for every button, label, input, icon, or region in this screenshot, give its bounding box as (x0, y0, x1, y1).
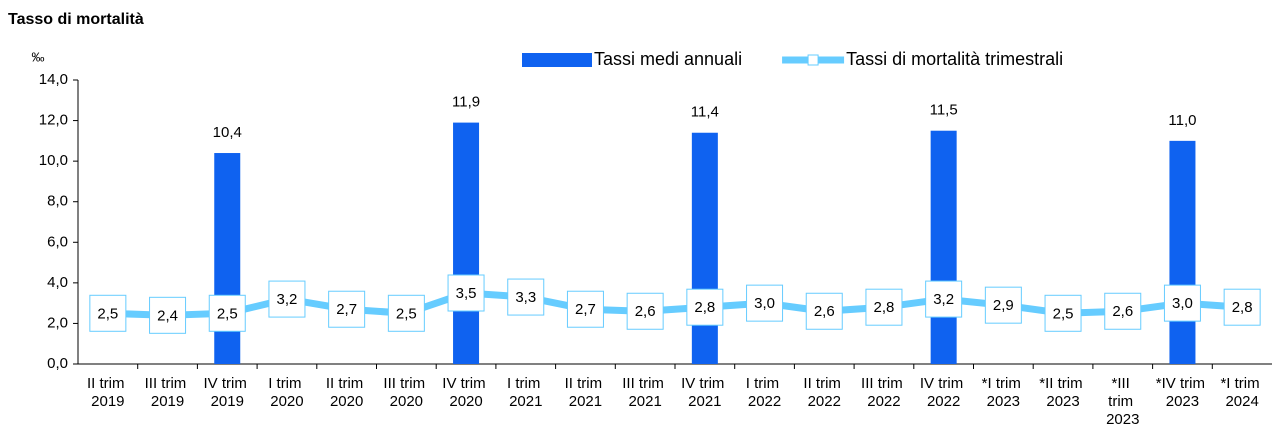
line-value-label: 2,5 (1053, 305, 1074, 322)
value-label-box (328, 290, 366, 328)
value-label-box (208, 294, 246, 332)
line-value-label: 2,8 (874, 299, 895, 316)
x-tick-label: *III trim 2023 (1106, 375, 1139, 428)
bar (453, 122, 480, 364)
y-tick-label: 4,0 (47, 274, 68, 291)
line-value-label: 2,7 (336, 301, 357, 318)
line-value-label: 2,5 (396, 305, 417, 322)
y-tick-label: 14,0 (39, 71, 68, 88)
value-label-box (805, 292, 843, 330)
bar-value-label: 10,4 (213, 124, 242, 141)
y-tick-label: 6,0 (47, 233, 68, 250)
bar-value-label: 11,4 (691, 104, 719, 121)
line-value-label: 3,0 (754, 295, 775, 312)
line-value-label: 3,2 (277, 291, 298, 308)
x-tick-label: III trim 2019 (145, 375, 191, 410)
bar (214, 153, 241, 364)
x-tick-label: *I trim 2023 (982, 375, 1025, 410)
line-value-label: 2,5 (217, 305, 238, 322)
legend-marker (807, 54, 819, 66)
bar-value-label: 11,9 (452, 94, 480, 111)
x-tick-label: III trim 2021 (622, 375, 668, 410)
x-tick-label: II trim 2022 (803, 375, 845, 410)
y-tick-label: 2,0 (47, 314, 68, 331)
line-value-label: 2,6 (1112, 303, 1133, 320)
line-value-label: 2,6 (635, 303, 656, 320)
value-label-box (626, 292, 664, 330)
y-tick-label: 8,0 (47, 193, 68, 210)
x-tick-label: III trim 2020 (383, 375, 429, 410)
value-label-box (1223, 288, 1261, 326)
bar (930, 130, 957, 364)
line-value-label: 2,7 (575, 301, 596, 318)
y-tick-label: 10,0 (39, 152, 68, 169)
legend-label: Tassi di mortalità trimestrali (846, 49, 1063, 69)
bar-value-label: 11,0 (1168, 112, 1196, 129)
value-label-box (984, 286, 1022, 324)
line-value-label: 2,4 (157, 307, 178, 324)
value-label-box (566, 290, 604, 328)
bar (1169, 140, 1196, 364)
chart-title: Tasso di mortalità (8, 11, 144, 28)
x-tick-label: *IV trim 2023 (1156, 375, 1209, 410)
value-label-box (268, 280, 306, 318)
bar-value-label: 11,5 (930, 102, 958, 119)
x-tick-label: *II trim 2023 (1039, 375, 1087, 410)
line-value-label: 2,9 (993, 297, 1014, 314)
value-label-box (507, 278, 545, 316)
x-tick-label: IV trim 2019 (204, 375, 252, 410)
line-value-label: 2,5 (97, 305, 118, 322)
value-label-box (1104, 292, 1142, 330)
legend-swatch (522, 53, 592, 67)
value-label-box (447, 274, 485, 312)
value-label-box (865, 288, 903, 326)
x-tick-label: I trim 2021 (507, 375, 545, 410)
line-value-label: 3,2 (933, 291, 954, 308)
x-tick-label: IV trim 2022 (920, 375, 968, 410)
value-label-box (746, 284, 784, 322)
bar (691, 132, 718, 364)
x-tick-label: *I trim 2024 (1220, 375, 1263, 410)
legend-label: Tassi medi annuali (594, 49, 742, 69)
line-value-label: 2,8 (694, 299, 715, 316)
value-label-box (1163, 284, 1201, 322)
y-tick-label: 12,0 (39, 112, 68, 129)
value-label-box (686, 288, 724, 326)
y-tick-label: 0,0 (47, 355, 68, 372)
x-tick-label: IV trim 2020 (442, 375, 490, 410)
value-label-box (1044, 294, 1082, 332)
line-value-label: 2,8 (1232, 299, 1253, 316)
x-tick-label: II trim 2019 (87, 375, 129, 410)
y-axis-label: ‰ (32, 49, 45, 64)
value-label-box (925, 280, 963, 318)
x-tick-label: III trim 2022 (861, 375, 907, 410)
x-tick-label: IV trim 2021 (681, 375, 729, 410)
value-label-box (149, 296, 187, 334)
line-value-label: 3,5 (456, 285, 477, 302)
x-tick-label: II trim 2021 (565, 375, 607, 410)
x-tick-label: I trim 2020 (268, 375, 306, 410)
line-value-label: 2,6 (814, 303, 835, 320)
x-tick-label: I trim 2022 (746, 375, 784, 410)
line-value-label: 3,0 (1172, 295, 1193, 312)
value-label-box (387, 294, 425, 332)
x-tick-label: II trim 2020 (326, 375, 368, 410)
value-label-box (89, 294, 127, 332)
line-value-label: 3,3 (515, 289, 536, 306)
